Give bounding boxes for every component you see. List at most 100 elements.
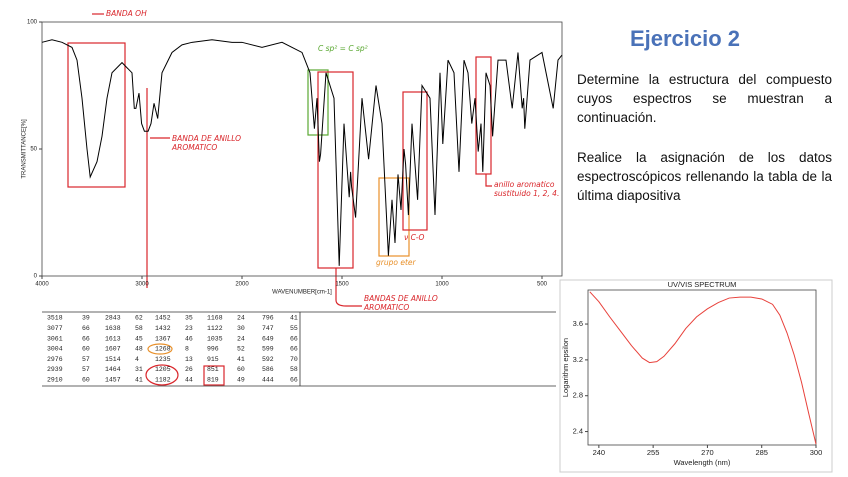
spectrum-line [41, 39, 563, 266]
table-cell: 444 [262, 377, 274, 384]
table-cell: 586 [262, 366, 274, 373]
table-cell: 3077 [47, 325, 63, 332]
table-cell: 915 [207, 356, 219, 363]
annotation: BANDA OH [106, 9, 147, 18]
highlight-circle [147, 343, 173, 355]
table-cell: 1122 [207, 325, 223, 332]
table-cell: 1607 [105, 346, 121, 353]
annotation-shapes [67, 13, 492, 386]
connector [146, 88, 170, 288]
table-cell: 60 [82, 346, 90, 353]
highlight-box [67, 42, 126, 188]
x-axis-label: Wavelength (nm) [674, 458, 731, 467]
x-tick-label: 4000 [35, 282, 49, 288]
table-cell: 1268 [155, 346, 171, 353]
x-tick-label: 255 [647, 448, 660, 457]
chart-title: UV/VIS SPECTRUM [668, 280, 737, 289]
table-cell: 49 [237, 377, 245, 384]
table-cell: 2939 [47, 366, 63, 373]
table-cell: 60 [82, 377, 90, 384]
table-cell: 851 [207, 366, 219, 373]
annotation: anillo aromatico sustituido 1, 2, 4. [494, 180, 560, 198]
x-tick-label: 3000 [135, 282, 149, 288]
table-cell: 26 [185, 366, 193, 373]
table-cell: 4 [135, 356, 139, 363]
connector [335, 268, 362, 307]
table-cell: 747 [262, 325, 274, 332]
table-cell: 1432 [155, 325, 171, 332]
y-tick-label: 50 [30, 147, 37, 153]
table-cell: 1205 [155, 366, 171, 373]
highlight-box [378, 177, 410, 257]
y-axis-label: Logarithm epsilon [561, 338, 570, 397]
table-cell: 35 [185, 315, 193, 322]
table-cell: 66 [290, 346, 298, 353]
table-cell: 1613 [105, 335, 121, 342]
x-tick-label: 300 [810, 448, 823, 457]
table-cell: 2843 [105, 315, 121, 322]
x-tick-label: 1000 [435, 282, 449, 288]
table-cell: 44 [185, 377, 193, 384]
uv-frame [559, 279, 833, 473]
table-cell: 46 [185, 335, 193, 342]
table-cell: 2976 [47, 356, 63, 363]
table-cell: 1638 [105, 325, 121, 332]
table-cell: 3518 [47, 315, 63, 322]
table-cell: 592 [262, 356, 274, 363]
y-axis-label: TRANSMITTANCE[%] [22, 119, 28, 179]
table-cell: 1514 [105, 356, 121, 363]
table-cell: 1367 [155, 335, 171, 342]
peak-table-frame [42, 311, 556, 387]
annotation: BANDAS DE ANILLO AROMATICO [364, 294, 438, 312]
table-cell: 8 [185, 346, 189, 353]
table-cell: 599 [262, 346, 274, 353]
annotation: ν C-O [404, 233, 425, 242]
y-tick-label: 2.8 [573, 391, 583, 400]
x-tick-label: 270 [701, 448, 714, 457]
table-cell: 819 [207, 377, 219, 384]
y-tick-label: 3.6 [573, 319, 583, 328]
table-cell: 62 [135, 315, 143, 322]
table-cell: 66 [290, 335, 298, 342]
table-cell: 2910 [47, 377, 63, 384]
table-cell: 57 [82, 366, 90, 373]
table-cell: 3004 [47, 346, 63, 353]
highlight-box [203, 365, 225, 386]
slide-title: Ejercicio 2 [629, 26, 741, 51]
table-cell: 31 [135, 366, 143, 373]
table-cell: 39 [82, 315, 90, 322]
table-cell: 41 [135, 377, 143, 384]
y-tick-label: 3.2 [573, 355, 583, 364]
table-cell: 52 [237, 346, 245, 353]
table-cell: 1457 [105, 377, 121, 384]
table-cell: 649 [262, 335, 274, 342]
table-cell: 24 [237, 335, 245, 342]
table-cell: 66 [82, 325, 90, 332]
paragraph: Determine la estructura del compuesto cu… [577, 72, 832, 125]
table-cell: 3061 [47, 335, 63, 342]
table-cell: 1182 [155, 377, 171, 384]
table-cell: 48 [135, 346, 143, 353]
table-cell: 41 [237, 356, 245, 363]
table-cell: 1168 [207, 315, 223, 322]
y-tick-label: 0 [34, 274, 38, 280]
table-cell: 57 [82, 356, 90, 363]
table-cell: 1035 [207, 335, 223, 342]
x-tick-label: 2000 [235, 282, 249, 288]
paragraph: Realice la asignación de los datos espec… [577, 150, 832, 203]
spectrum-line [589, 291, 817, 445]
x-tick-label: 500 [537, 282, 548, 288]
table-cell: 60 [237, 366, 245, 373]
x-tick-label: 240 [593, 448, 606, 457]
table-cell: 70 [290, 356, 298, 363]
table-cell: 58 [290, 366, 298, 373]
x-axis-label: WAVENUMBER[cm-1] [272, 290, 332, 296]
x-tick-label: 1500 [335, 282, 349, 288]
y-tick-label: 100 [27, 20, 38, 26]
table-cell: 41 [290, 315, 298, 322]
annotation: grupo eter [376, 258, 416, 267]
annotation: C sp² = C sp² [318, 44, 368, 53]
table-cell: 1464 [105, 366, 121, 373]
table-cell: 66 [82, 335, 90, 342]
